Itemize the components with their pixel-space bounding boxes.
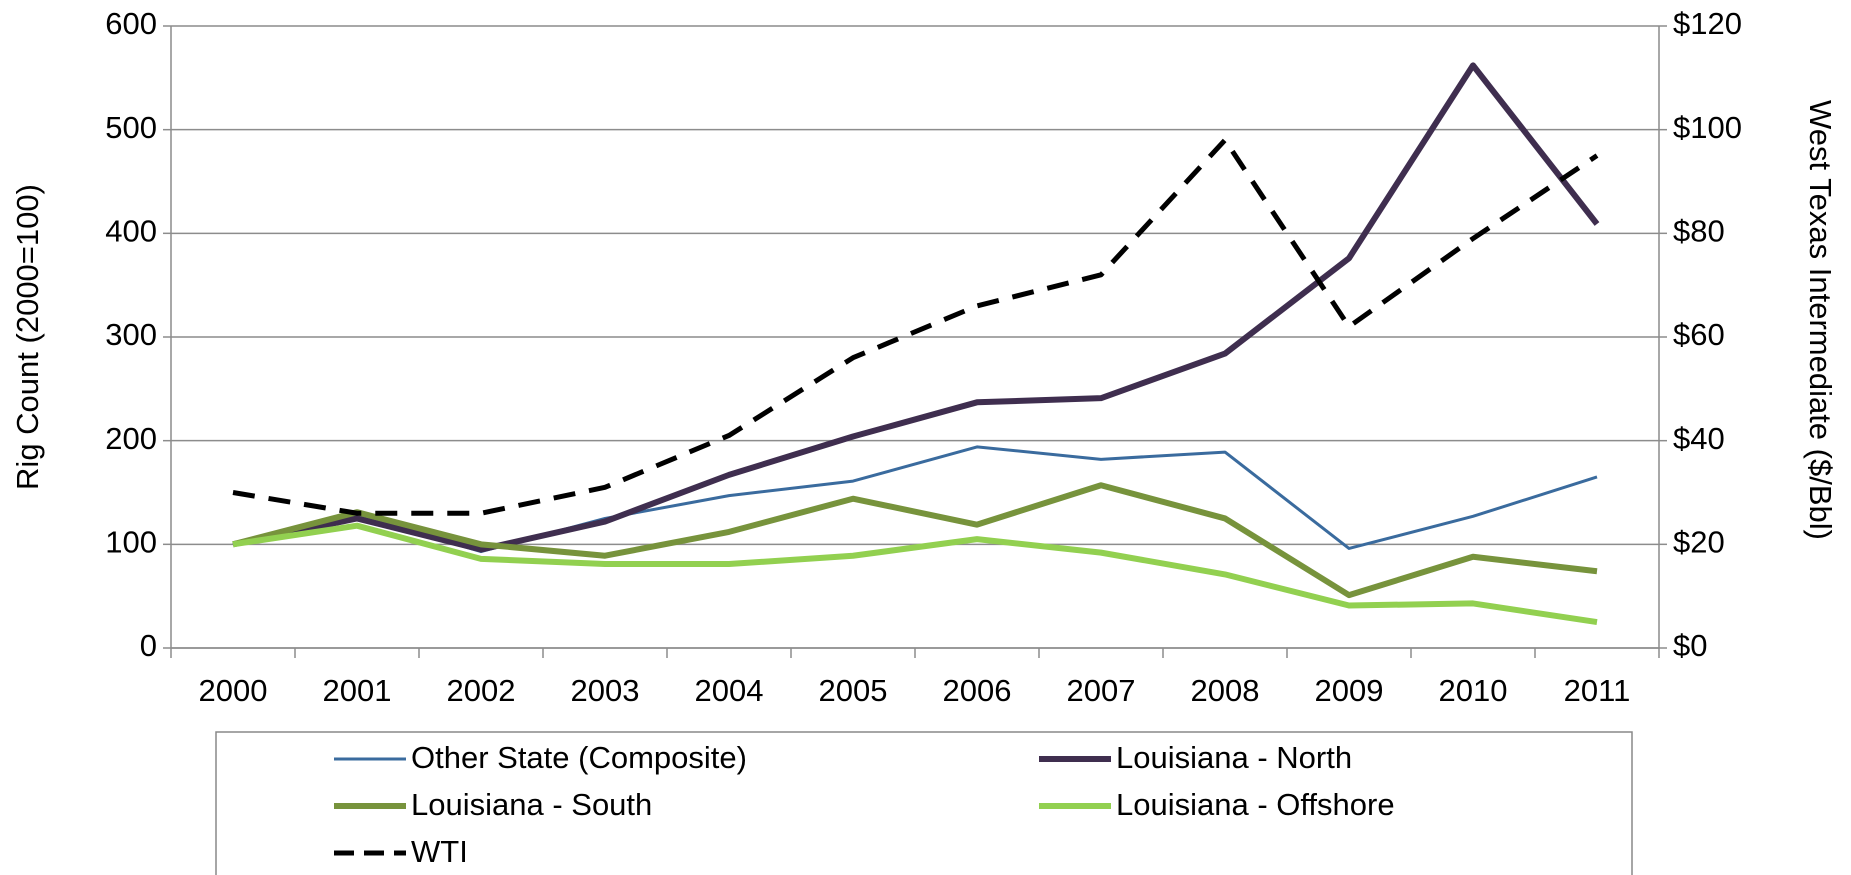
legend-label: Louisiana - Offshore [1116,787,1395,822]
y2-tick-label: $0 [1673,628,1707,663]
y-tick-label: 600 [105,6,157,41]
x-tick-label: 2011 [1564,673,1631,708]
y2-tick-label: $20 [1673,525,1725,560]
y2-tick-label: $40 [1673,421,1725,456]
legend-box [215,731,1633,875]
x-tick-label: 2001 [323,673,392,708]
y2-tick-label: $120 [1673,6,1742,41]
y-axis-label: Rig Count (2000=100) [10,184,45,490]
x-tick-label: 2004 [695,673,764,708]
legend-label: WTI [411,834,468,869]
series-line [232,137,1599,516]
y2-tick-label: $100 [1673,110,1742,145]
x-tick-label: 2003 [571,673,640,708]
y-tick-label: 100 [105,525,157,560]
x-tick-label: 2000 [199,673,268,708]
x-tick-label: 2002 [447,673,516,708]
series-line [232,522,1598,626]
y-tick-label: 400 [105,214,157,249]
legend-label: Louisiana - South [411,787,652,822]
y-tick-label: 200 [105,421,157,456]
x-tick-label: 2009 [1315,673,1384,708]
y-tick-label: 0 [140,628,157,663]
x-tick-label: 2008 [1191,673,1260,708]
y2-tick-label: $80 [1673,214,1725,249]
x-tick-label: 2005 [819,673,888,708]
y2-axis-label: West Texas Intermediate ($/Bbl) [1803,100,1838,540]
y-tick-label: 300 [105,317,157,352]
y2-tick-label: $60 [1673,317,1725,352]
x-tick-label: 2007 [1067,673,1136,708]
y-tick-label: 500 [105,110,157,145]
legend-label: Louisiana - North [1116,740,1352,775]
series-line [232,62,1600,553]
x-tick-label: 2010 [1439,673,1508,708]
series-line [232,482,1598,599]
legend-label: Other State (Composite) [411,740,747,775]
x-tick-label: 2006 [943,673,1012,708]
